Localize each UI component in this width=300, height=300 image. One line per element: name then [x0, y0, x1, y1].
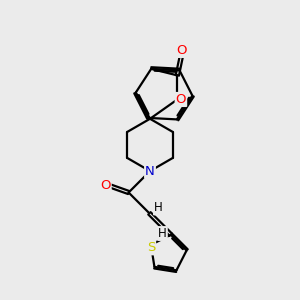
Text: O: O: [176, 93, 186, 106]
Text: H: H: [158, 227, 167, 240]
Text: N: N: [145, 165, 155, 178]
Text: H: H: [154, 202, 163, 214]
Text: O: O: [177, 44, 187, 57]
Text: S: S: [147, 241, 155, 254]
Text: O: O: [100, 179, 111, 193]
